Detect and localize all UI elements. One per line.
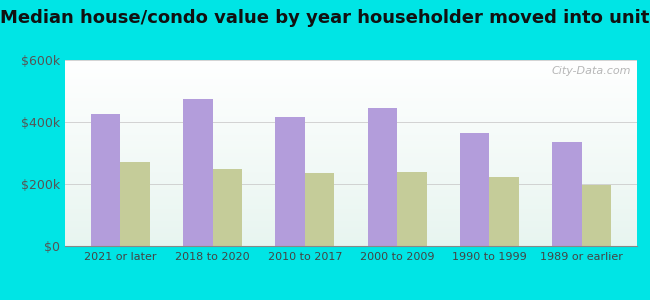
Text: Median house/condo value by year householder moved into unit: Median house/condo value by year househo… [0,9,650,27]
Bar [91,114,120,246]
Bar [582,184,611,246]
Bar [276,117,305,246]
Bar [460,133,489,246]
Bar [368,108,397,246]
Bar [397,172,426,246]
Bar [305,173,334,246]
Bar [120,162,150,246]
Bar [183,99,213,246]
Bar [213,169,242,246]
Text: City-Data.com: City-Data.com [552,66,631,76]
Bar [489,177,519,246]
Bar [552,142,582,246]
